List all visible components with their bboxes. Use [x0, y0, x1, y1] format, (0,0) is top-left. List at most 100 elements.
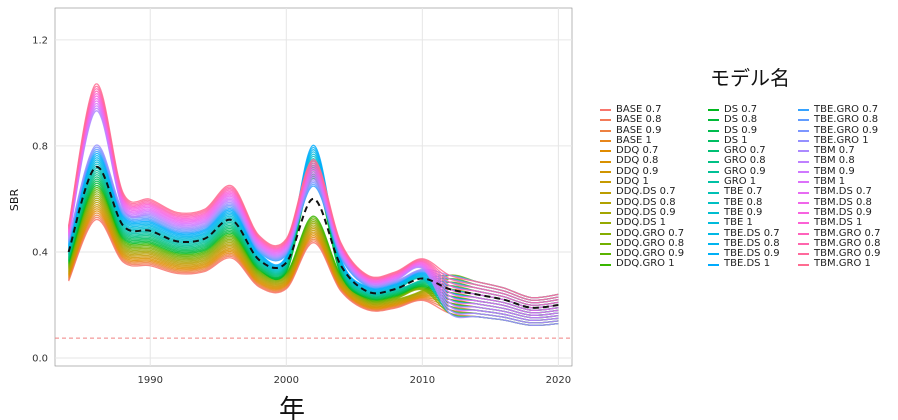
legend-label: DS 0.7: [724, 104, 758, 115]
legend-key: [708, 212, 719, 215]
x-tick-label: 2010: [410, 375, 435, 386]
series-line: [67, 107, 559, 324]
legend-key: [708, 222, 719, 225]
series-line: [67, 83, 559, 299]
legend-item: DDQ 0.9: [600, 165, 684, 177]
legend-item: GRO 0.7: [708, 145, 780, 156]
legend-label: DDQ.DS 0.9: [616, 206, 676, 218]
legend-label: BASE 0.8: [616, 114, 662, 126]
legend-item: TBE.DS 0.9: [708, 248, 780, 259]
legend-label: TBE.DS 0.7: [724, 227, 780, 239]
legend-key: [600, 263, 611, 266]
x-tick-label: 2000: [274, 375, 299, 386]
legend-key: [600, 109, 611, 112]
legend-key: [798, 263, 809, 266]
legend-label: DS 0.8: [724, 114, 758, 126]
legend-key: [798, 212, 809, 215]
legend-key: [798, 140, 809, 143]
legend-item: TBM.DS 0.9: [798, 207, 880, 218]
legend-key: [798, 160, 809, 163]
legend-label: TBE.GRO 1: [814, 134, 869, 146]
legend-label: DDQ 0.9: [616, 165, 659, 177]
legend-item: GRO 0.9: [708, 166, 780, 177]
x-tick-label: 1990: [138, 375, 163, 386]
legend-key: [708, 263, 719, 266]
legend-key: [600, 181, 611, 184]
legend-item: DDQ.DS 0.8: [600, 197, 684, 208]
legend-key: [600, 243, 611, 245]
legend-label: DDQ 0.7: [616, 145, 659, 157]
legend-key: [600, 170, 611, 173]
y-tick-label: 0.4: [32, 247, 48, 258]
legend-item: TBE.GRO 0.8: [798, 114, 880, 125]
y-tick-label: 0.0: [32, 354, 48, 365]
legend-label: TBM 0.8: [814, 155, 855, 167]
legend-key: [798, 109, 809, 112]
legend-label: DDQ.GRO 1: [616, 258, 675, 270]
legend-label: DS 0.9: [724, 124, 758, 136]
legend-key: [798, 232, 809, 235]
legend-item: TBM 0.8: [798, 156, 880, 166]
legend-key: [708, 109, 719, 112]
legend-item: TBE.DS 0.8: [708, 238, 780, 249]
legend-label: DDQ.DS 0.7: [616, 186, 676, 198]
legend-item: DS 0.7: [708, 104, 780, 115]
legend-label: TBE.GRO 0.7: [814, 104, 879, 115]
legend-item: BASE 0.7: [600, 104, 684, 115]
legend-key: [708, 232, 719, 235]
legend-label: GRO 1: [724, 176, 757, 188]
legend-item: TBM.GRO 0.7: [798, 227, 881, 239]
legend-item: DS 0.9: [708, 124, 780, 136]
legend-key: [798, 243, 809, 245]
legend-key: [708, 181, 719, 184]
series-line: [67, 103, 559, 319]
y-tick-label: 0.8: [32, 141, 48, 152]
legend-column: DS 0.7 DS 0.8 DS 0.9 DS 1 GRO 0.7 GRO 0.8 GRO …: [708, 104, 780, 270]
x-axis-label: 年: [279, 395, 305, 420]
legend-label: TBE 1: [724, 217, 753, 229]
legend-label: DS 1: [724, 134, 748, 146]
legend-label: TBM.GRO 0.8: [814, 237, 881, 249]
legend-label: DDQ.GRO 0.8: [616, 237, 685, 249]
legend-key: [708, 191, 719, 194]
legend-label: TBM.GRO 0.7: [814, 227, 881, 239]
legend-key: [708, 253, 719, 256]
legend-key: [600, 140, 611, 143]
legend-key: [798, 201, 809, 204]
legend-item: TBE.GRO 0.7: [798, 104, 880, 115]
legend-key: [798, 170, 809, 173]
legend-label: DDQ 1: [616, 176, 649, 188]
legend-item: DDQ.GRO 0.7: [600, 228, 684, 239]
legend-item: TBE 1: [708, 217, 780, 229]
legend-item: DDQ.GRO 0.8: [600, 237, 685, 249]
legend-item: TBE 0.8: [708, 197, 780, 208]
legend-item: DDQ 0.7: [600, 145, 684, 157]
legend-item: BASE 0.8: [600, 114, 684, 126]
legend-label: TBM 0.7: [814, 145, 855, 157]
legend-key: [600, 119, 611, 122]
legend-item: TBE.DS 1: [708, 259, 780, 269]
legend-item: BASE 1: [600, 135, 684, 146]
series-line: [67, 100, 559, 316]
legend-item: DDQ 1: [600, 176, 684, 188]
legend-item: DDQ.GRO 0.9: [600, 248, 684, 259]
legend-item: TBM.GRO 0.8: [798, 237, 881, 249]
legend-key: [798, 181, 809, 184]
legend-key: [600, 129, 611, 132]
legend-label: TBE 0.9: [724, 206, 763, 218]
legend-key: [600, 160, 611, 163]
legend-label: GRO 0.8: [724, 155, 766, 167]
legend-item: TBM 1: [798, 176, 880, 187]
legend-item: TBE 0.7: [708, 187, 780, 197]
legend-key: [600, 191, 611, 194]
legend-item: TBM.GRO 1: [798, 259, 880, 269]
legend-label: DDQ 0.8: [616, 155, 659, 167]
legend-key: [600, 212, 611, 215]
legend-key: [798, 191, 809, 194]
legend-item: DDQ.GRO 1: [600, 259, 684, 269]
legend-key: [600, 232, 611, 235]
legend-key: [708, 119, 719, 122]
legend-item: BASE 0.9: [600, 125, 684, 136]
legend-key: [708, 243, 719, 245]
legend-item: DS 1: [708, 134, 780, 146]
